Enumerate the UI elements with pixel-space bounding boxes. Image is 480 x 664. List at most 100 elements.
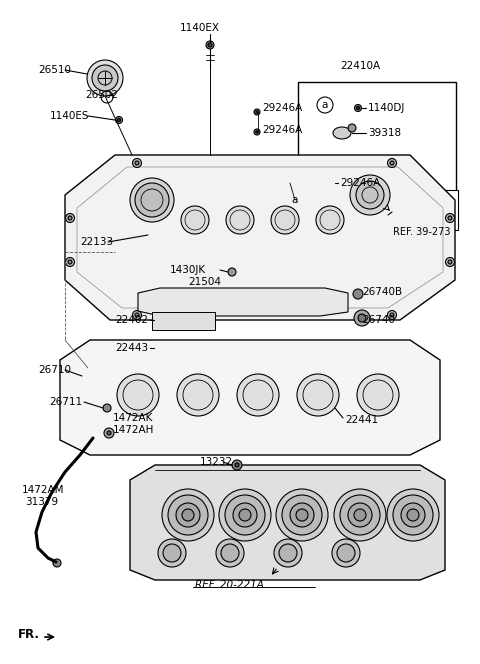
Circle shape xyxy=(135,161,139,165)
Text: 26510: 26510 xyxy=(38,65,71,75)
Circle shape xyxy=(237,374,279,416)
Text: REF. 20-221A: REF. 20-221A xyxy=(195,580,264,590)
Circle shape xyxy=(208,43,212,47)
Circle shape xyxy=(132,159,142,167)
Circle shape xyxy=(445,258,455,266)
Text: 22410A: 22410A xyxy=(340,61,380,71)
Circle shape xyxy=(329,180,335,186)
Text: FR.: FR. xyxy=(18,629,40,641)
Circle shape xyxy=(297,374,339,416)
Circle shape xyxy=(354,310,370,326)
Text: 29246A: 29246A xyxy=(262,103,302,113)
Text: 29246A: 29246A xyxy=(262,125,302,135)
Circle shape xyxy=(401,503,425,527)
Circle shape xyxy=(316,206,344,234)
Circle shape xyxy=(276,489,328,541)
Ellipse shape xyxy=(408,210,422,220)
Circle shape xyxy=(92,65,118,91)
Circle shape xyxy=(107,431,111,435)
Ellipse shape xyxy=(333,127,351,139)
Circle shape xyxy=(65,214,74,222)
Circle shape xyxy=(219,489,271,541)
Polygon shape xyxy=(152,312,215,330)
Circle shape xyxy=(356,181,384,209)
Text: 1472AK: 1472AK xyxy=(113,413,154,423)
Circle shape xyxy=(357,106,360,110)
Text: 1140DJ: 1140DJ xyxy=(368,103,406,113)
Text: 1140ES: 1140ES xyxy=(50,111,89,121)
Text: REF. 39-273: REF. 39-273 xyxy=(393,227,451,237)
Text: 21504: 21504 xyxy=(188,277,221,287)
Circle shape xyxy=(235,463,239,467)
Circle shape xyxy=(68,216,72,220)
Circle shape xyxy=(239,509,251,521)
Circle shape xyxy=(445,214,455,222)
Circle shape xyxy=(271,206,299,234)
Text: 39318: 39318 xyxy=(368,128,401,138)
Circle shape xyxy=(282,495,322,535)
Circle shape xyxy=(103,404,111,412)
Text: 13232: 13232 xyxy=(200,457,233,467)
Circle shape xyxy=(407,509,419,521)
Polygon shape xyxy=(130,465,445,580)
Text: 1140EX: 1140EX xyxy=(180,23,220,33)
Circle shape xyxy=(135,183,169,217)
Circle shape xyxy=(118,118,120,122)
Circle shape xyxy=(135,313,139,317)
Circle shape xyxy=(182,509,194,521)
Text: 22133: 22133 xyxy=(80,237,113,247)
Text: 26710: 26710 xyxy=(38,365,71,375)
Circle shape xyxy=(348,503,372,527)
Circle shape xyxy=(232,460,242,470)
Circle shape xyxy=(87,60,123,96)
Circle shape xyxy=(256,131,258,133)
Text: 22443: 22443 xyxy=(115,343,148,353)
Circle shape xyxy=(130,178,174,222)
Circle shape xyxy=(448,216,452,220)
Text: 26740B: 26740B xyxy=(362,287,402,297)
Circle shape xyxy=(357,374,399,416)
Circle shape xyxy=(358,314,366,322)
Circle shape xyxy=(168,495,208,535)
Circle shape xyxy=(177,374,219,416)
Circle shape xyxy=(162,489,214,541)
Circle shape xyxy=(206,41,214,49)
Text: 22402: 22402 xyxy=(115,315,148,325)
Circle shape xyxy=(348,124,356,132)
Circle shape xyxy=(274,539,302,567)
Circle shape xyxy=(387,159,396,167)
Polygon shape xyxy=(65,155,455,320)
Circle shape xyxy=(390,161,394,165)
Text: 22441: 22441 xyxy=(345,415,378,425)
Circle shape xyxy=(390,313,394,317)
Circle shape xyxy=(353,289,363,299)
Circle shape xyxy=(256,111,258,113)
Circle shape xyxy=(117,374,159,416)
Polygon shape xyxy=(138,288,348,316)
Circle shape xyxy=(254,109,260,115)
Text: 29246A: 29246A xyxy=(340,178,380,188)
Circle shape xyxy=(393,495,433,535)
Circle shape xyxy=(340,495,380,535)
Text: 26711: 26711 xyxy=(49,397,82,407)
Text: 26502: 26502 xyxy=(85,90,118,100)
Circle shape xyxy=(158,539,186,567)
Circle shape xyxy=(228,268,236,276)
Text: 31379: 31379 xyxy=(25,497,58,507)
Text: 1472AH: 1472AH xyxy=(113,425,155,435)
Text: 1430JK: 1430JK xyxy=(170,265,206,275)
Text: a: a xyxy=(322,100,328,110)
Circle shape xyxy=(296,509,308,521)
Circle shape xyxy=(448,260,452,264)
Bar xyxy=(298,82,456,207)
Circle shape xyxy=(181,206,209,234)
Circle shape xyxy=(355,104,361,112)
Circle shape xyxy=(399,197,405,203)
Circle shape xyxy=(176,503,200,527)
Circle shape xyxy=(279,544,297,562)
Circle shape xyxy=(334,489,386,541)
Polygon shape xyxy=(150,340,210,354)
Circle shape xyxy=(216,539,244,567)
Text: 26740: 26740 xyxy=(362,315,395,325)
Circle shape xyxy=(354,509,366,521)
